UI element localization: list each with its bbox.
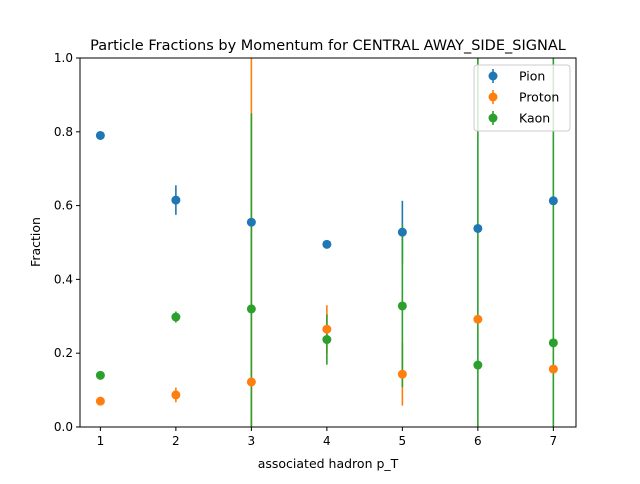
pion-point <box>171 195 181 205</box>
proton-point <box>322 324 332 334</box>
legend: Pion Proton Kaon <box>473 64 571 132</box>
plot-area <box>79 57 577 428</box>
pion-point <box>548 196 558 206</box>
legend-pion-label: Pion <box>519 69 545 84</box>
kaon-point <box>95 370 105 380</box>
pion-point <box>95 130 105 140</box>
kaon-point <box>322 335 332 345</box>
proton-point <box>171 390 181 400</box>
kaon-point <box>397 301 407 311</box>
pion-point <box>322 239 332 249</box>
legend-proton-marker <box>488 92 498 102</box>
legend-kaon-marker <box>488 113 498 123</box>
axes-frame <box>79 57 577 428</box>
x-tick-label: 5 <box>399 434 407 448</box>
legend-kaon-label: Kaon <box>519 111 550 126</box>
x-tick-label: 3 <box>248 434 256 448</box>
x-axis-label: associated hadron p_T <box>258 456 399 471</box>
y-tick-label: 1.0 <box>54 51 73 65</box>
proton-point <box>95 396 105 406</box>
proton-point <box>397 369 407 379</box>
x-tick-label: 2 <box>172 434 180 448</box>
y-tick-label: 0.8 <box>54 125 73 139</box>
proton-point <box>548 364 558 374</box>
y-tick-label: 0.6 <box>54 199 73 213</box>
pion-point <box>473 223 483 233</box>
x-tick-label: 7 <box>550 434 558 448</box>
x-tick-label: 4 <box>323 434 331 448</box>
legend-proton-label: Proton <box>519 90 559 105</box>
x-tick-label: 6 <box>474 434 482 448</box>
pion-point <box>246 217 256 227</box>
kaon-point <box>171 312 181 322</box>
kaon-point <box>246 304 256 314</box>
legend-frame <box>473 64 571 132</box>
chart-title: Particle Fractions by Momentum for CENTR… <box>90 38 566 54</box>
y-tick-label: 0.0 <box>54 420 73 434</box>
proton-point <box>473 314 483 324</box>
kaon-point <box>548 338 558 348</box>
proton-point <box>246 377 256 387</box>
x-tick-label: 1 <box>97 434 105 448</box>
pion-point <box>397 227 407 237</box>
y-tick-label: 0.4 <box>54 272 73 286</box>
kaon-point <box>473 360 483 370</box>
y-tick-label: 0.2 <box>54 346 73 360</box>
legend-pion-marker <box>488 71 498 81</box>
y-axis-label: Fraction <box>28 217 43 267</box>
